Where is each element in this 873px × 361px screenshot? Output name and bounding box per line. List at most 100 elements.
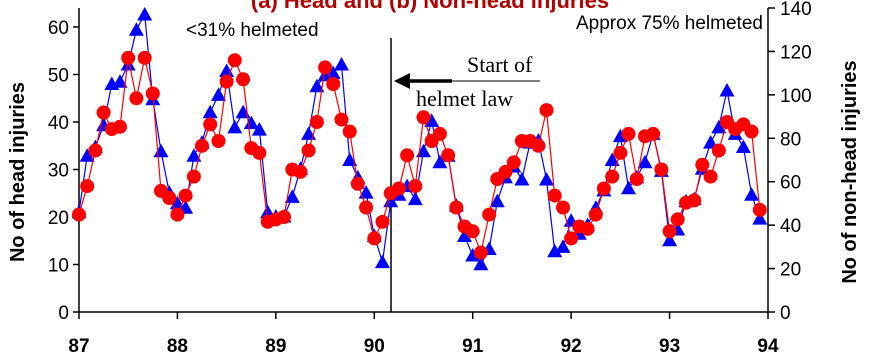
x-tick-label: 93: [659, 336, 680, 357]
head-data-point: [588, 207, 603, 222]
head-data-point: [145, 86, 160, 101]
x-tick-label: 88: [167, 336, 188, 357]
non-head-data-point: [473, 256, 489, 271]
head-data-point: [277, 210, 291, 224]
head-data-point: [621, 126, 636, 141]
non-head-data-point: [744, 187, 760, 201]
head-data-point: [121, 50, 136, 65]
series-head-injuries: [72, 50, 767, 260]
head-data-point: [178, 188, 193, 203]
non-head-data-point: [555, 239, 571, 253]
pre-law-annotation: <31% helmeted: [186, 20, 319, 41]
head-data-point: [646, 126, 661, 141]
head-data-point: [88, 143, 103, 158]
head-data-point: [219, 74, 234, 89]
head-data-point: [539, 103, 554, 118]
head-data-point: [236, 72, 251, 87]
non-head-data-point: [465, 248, 481, 262]
non-head-data-point: [489, 193, 505, 208]
non-head-data-point: [662, 232, 678, 247]
non-head-data-point: [342, 152, 358, 166]
head-data-point: [211, 134, 226, 148]
non-head-data-point: [604, 152, 620, 166]
x-tick-label: 87: [68, 336, 89, 357]
y-right-tick-label: 140: [780, 0, 812, 20]
law-label-line1: Start of: [467, 52, 533, 77]
head-data-point: [400, 148, 415, 163]
head-data-point: [186, 169, 201, 184]
head-data-point: [301, 143, 316, 158]
head-data-point: [498, 164, 513, 179]
non-head-data-point: [284, 189, 300, 203]
non-head-data-point: [416, 143, 431, 158]
non-head-data-point: [424, 113, 440, 127]
post-law-annotation: Approx 75% helmeted: [576, 13, 763, 34]
non-head-data-point: [637, 154, 653, 169]
head-data-point: [564, 231, 579, 246]
y-right-tick-label: 0: [780, 303, 791, 324]
non-head-data-point: [719, 83, 735, 97]
head-data-point: [695, 157, 710, 172]
non-head-data-point: [539, 172, 554, 186]
non-head-data-point: [752, 211, 768, 225]
head-data-point: [711, 143, 726, 158]
y-left-tick-label: 10: [48, 256, 69, 277]
head-data-point: [80, 179, 95, 194]
law-label-line2: helmet law: [416, 86, 513, 111]
head-data-point: [506, 155, 521, 170]
non-head-data-point: [375, 254, 390, 269]
head-data-point: [375, 214, 390, 229]
head-data-point: [350, 176, 365, 191]
non-head-data-point: [383, 193, 399, 208]
head-data-point: [129, 91, 144, 106]
chart-title: (a) Head and (b) Non-head injuries: [251, 0, 609, 13]
axes: [73, 7, 775, 319]
head-data-point: [531, 138, 546, 153]
head-data-point: [482, 207, 497, 222]
head-data-point: [318, 60, 333, 75]
non-head-data-point: [735, 139, 751, 153]
head-data-point: [252, 145, 267, 160]
y-left-tick-label: 40: [48, 113, 69, 134]
head-data-point: [465, 224, 480, 239]
y-left-tick-label: 30: [48, 161, 69, 182]
non-head-data-point: [137, 7, 153, 21]
non-head-data-point: [547, 243, 563, 258]
head-data-point: [293, 164, 308, 179]
head-data-point: [556, 200, 570, 215]
non-head-data-point: [186, 148, 202, 162]
y-left-tick-label: 50: [48, 66, 69, 87]
y-left-tick-label: 0: [58, 303, 69, 324]
head-data-point: [449, 200, 464, 215]
y-right-axis-title: No of non-head injuries: [839, 60, 861, 283]
head-data-point: [334, 112, 349, 127]
x-tick-label: 90: [364, 336, 385, 357]
head-data-point: [687, 193, 702, 208]
non-head-data-point: [112, 74, 128, 88]
y-right-tick-label: 60: [780, 173, 801, 194]
y-right-tick-label: 100: [780, 86, 812, 107]
head-data-point: [580, 221, 595, 236]
non-head-data-point: [251, 122, 267, 136]
head-data-point: [309, 115, 324, 129]
non-head-data-point: [457, 228, 472, 242]
y-left-tick-label: 20: [48, 208, 69, 229]
head-data-point: [195, 138, 209, 153]
head-data-point: [605, 169, 620, 184]
head-data-point: [203, 117, 218, 132]
y-left-axis-title: No of head injuries: [7, 82, 29, 262]
non-head-data-point: [711, 119, 727, 134]
head-data-point: [473, 245, 488, 260]
head-data-point: [654, 162, 669, 177]
y-right-tick-label: 120: [780, 42, 812, 63]
head-data-point: [227, 53, 242, 68]
head-data-point: [596, 181, 611, 196]
head-data-point: [662, 224, 677, 239]
non-head-data-point: [243, 115, 259, 130]
head-data-point: [342, 124, 357, 139]
non-head-data-point: [334, 57, 349, 71]
head-data-point: [416, 110, 431, 125]
head-data-point: [670, 212, 685, 227]
x-tick-label: 91: [462, 336, 484, 357]
